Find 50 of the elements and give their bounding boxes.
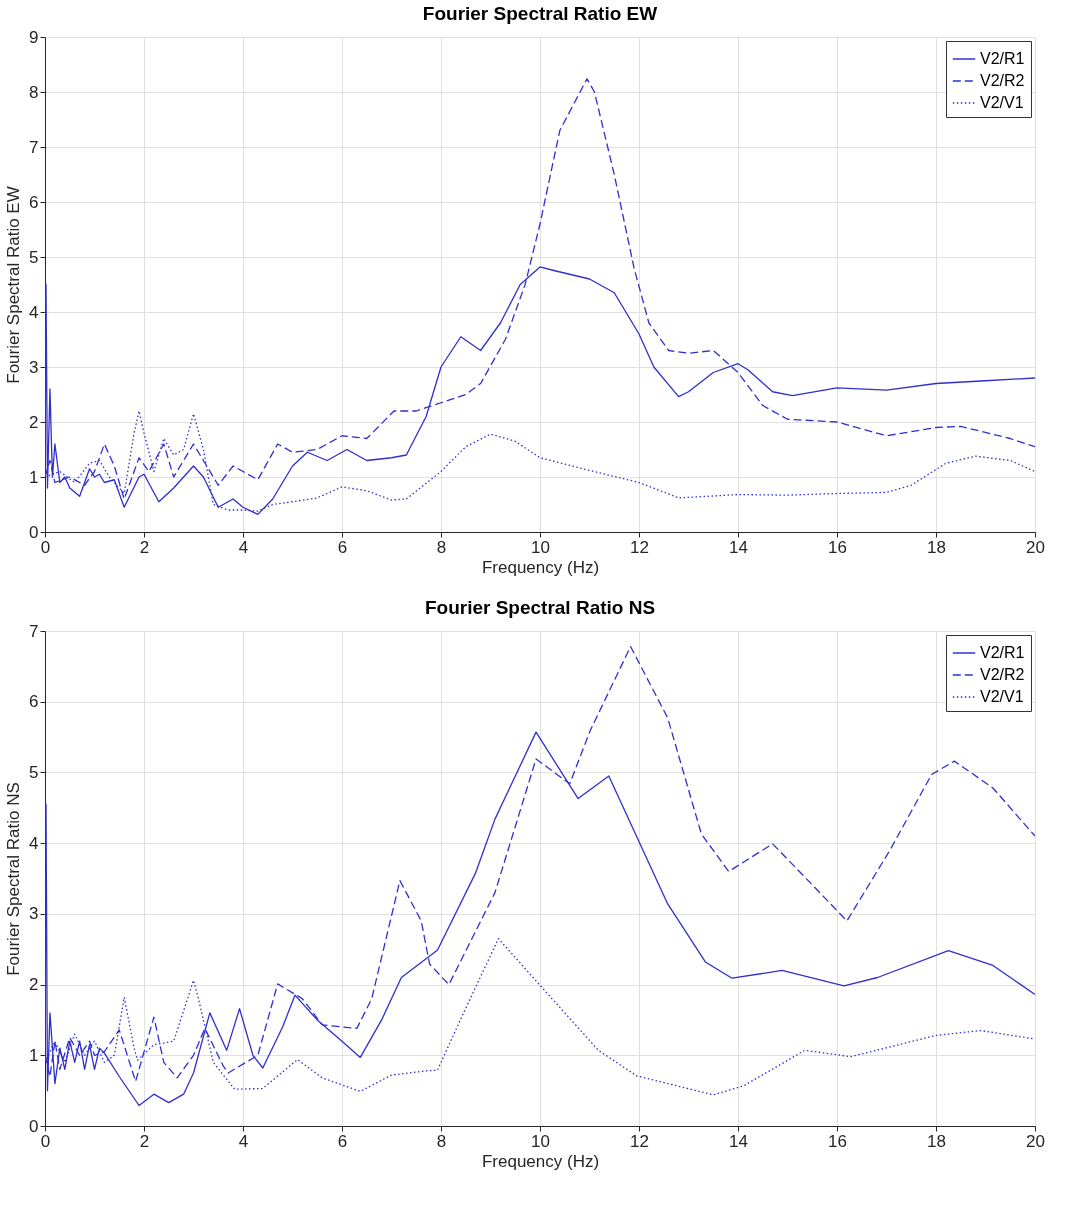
x-axis-title: Frequency (Hz) (481, 557, 600, 577)
y-tick-label: 0 (29, 1116, 39, 1136)
chart-title: Fourier Spectral Ratio EW (422, 3, 658, 24)
x-tick-label: 12 (630, 537, 649, 557)
x-tick-label: 20 (1026, 537, 1045, 557)
y-tick-label: 4 (29, 833, 39, 853)
legend-label: V2/R2 (980, 666, 1025, 683)
y-tick-label: 2 (29, 412, 39, 432)
y-tick-label: 8 (29, 82, 39, 102)
legend-label: V2/R1 (980, 644, 1025, 661)
y-tick-label: 6 (29, 192, 39, 212)
chart-title: Fourier Spectral Ratio NS (424, 597, 656, 618)
y-tick-label: 1 (29, 1045, 39, 1065)
y-tick-label: 9 (29, 27, 39, 47)
x-tick-label: 2 (139, 537, 150, 557)
legend-label: V2/R1 (980, 50, 1025, 67)
y-tick-label: 0 (29, 522, 39, 542)
y-tick-label: 7 (29, 621, 39, 641)
x-axis-title: Frequency (Hz) (481, 1151, 600, 1171)
y-axis-title: Fourier Spectral Ratio NS (4, 782, 24, 976)
y-tick-label: 3 (29, 904, 39, 924)
x-tick-label: 16 (828, 537, 847, 557)
x-tick-label: 16 (828, 1131, 847, 1151)
y-tick-label: 3 (29, 357, 39, 377)
y-tick-label: 2 (29, 975, 39, 995)
legend-label: V2/V1 (980, 94, 1024, 111)
x-tick-label: 8 (436, 537, 447, 557)
x-tick-label: 2 (139, 1131, 150, 1151)
y-tick-label: 4 (29, 302, 39, 322)
legend-label: V2/V1 (980, 688, 1024, 705)
x-tick-label: 8 (436, 1131, 447, 1151)
x-tick-label: 20 (1026, 1131, 1045, 1151)
x-tick-label: 18 (927, 1131, 946, 1151)
x-tick-label: 14 (729, 537, 748, 557)
x-tick-label: 12 (630, 1131, 649, 1151)
x-tick-label: 4 (238, 1131, 249, 1151)
y-axis-title: Fourier Spectral Ratio EW (4, 186, 24, 384)
y-tick-label: 7 (29, 137, 39, 157)
x-tick-label: 4 (238, 537, 249, 557)
y-tick-label: 5 (29, 762, 39, 782)
y-tick-label: 6 (29, 692, 39, 712)
x-tick-label: 18 (927, 537, 946, 557)
y-tick-label: 1 (29, 467, 39, 487)
legend-label: V2/R2 (980, 72, 1025, 89)
x-tick-label: 14 (729, 1131, 748, 1151)
x-tick-label: 6 (337, 1131, 348, 1151)
x-tick-label: 6 (337, 537, 348, 557)
x-tick-label: 10 (531, 1131, 550, 1151)
x-tick-label: 10 (531, 537, 550, 557)
y-tick-label: 5 (29, 247, 39, 267)
